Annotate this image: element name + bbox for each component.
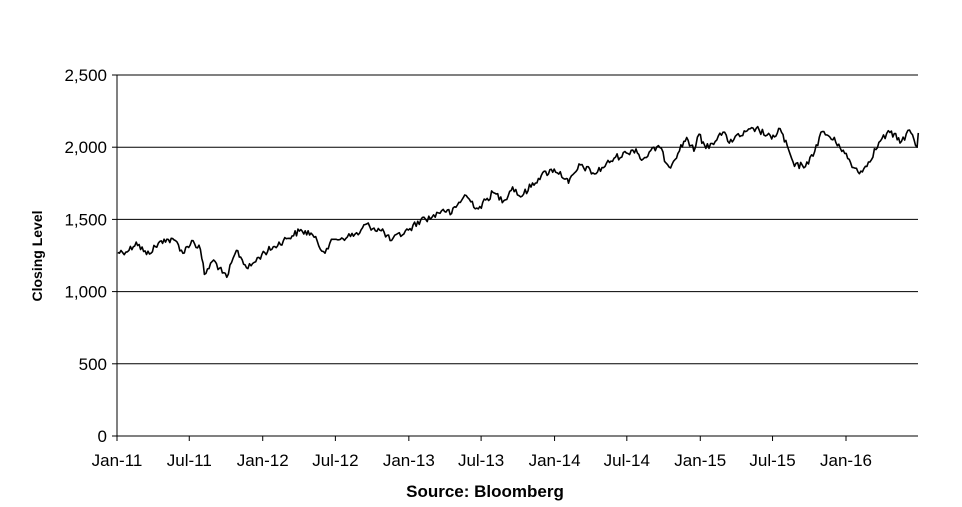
gridlines: [117, 74, 918, 365]
y-tick-label: 2,000: [64, 138, 107, 157]
x-tick-label: Jan-15: [674, 451, 726, 470]
x-tick-label: Jan-16: [820, 451, 872, 470]
y-tick-labels: 0 500 1,000 1,500 2,000 2,500: [64, 66, 107, 446]
x-tick-label: Jul-15: [749, 451, 795, 470]
x-tick-label: Jan-13: [383, 451, 435, 470]
y-tick-label: 500: [79, 355, 107, 374]
x-tick-label: Jul-13: [458, 451, 504, 470]
x-tick-label: Jul-11: [167, 451, 212, 470]
y-axis-title: Closing Level: [29, 210, 45, 301]
series-line: [117, 125, 920, 279]
y-tick-label: 0: [98, 427, 107, 446]
x-tick-label: Jul-14: [604, 451, 650, 470]
x-tick-label: Jan-14: [529, 451, 581, 470]
source-note: Source: Bloomberg: [406, 482, 564, 501]
axes: [112, 74, 918, 441]
y-tick-label: 2,500: [64, 66, 107, 85]
series-layer: [117, 125, 920, 279]
x-tick-label: Jan-11: [92, 451, 143, 470]
y-tick-label: 1,000: [64, 283, 107, 302]
x-tick-labels: Jan-11 Jul-11 Jan-12 Jul-12 Jan-13 Jul-13 Jan-…: [92, 451, 872, 470]
x-tick-label: Jul-12: [312, 451, 358, 470]
x-tick-label: Jan-12: [237, 451, 289, 470]
y-tick-label: 1,500: [64, 210, 107, 229]
